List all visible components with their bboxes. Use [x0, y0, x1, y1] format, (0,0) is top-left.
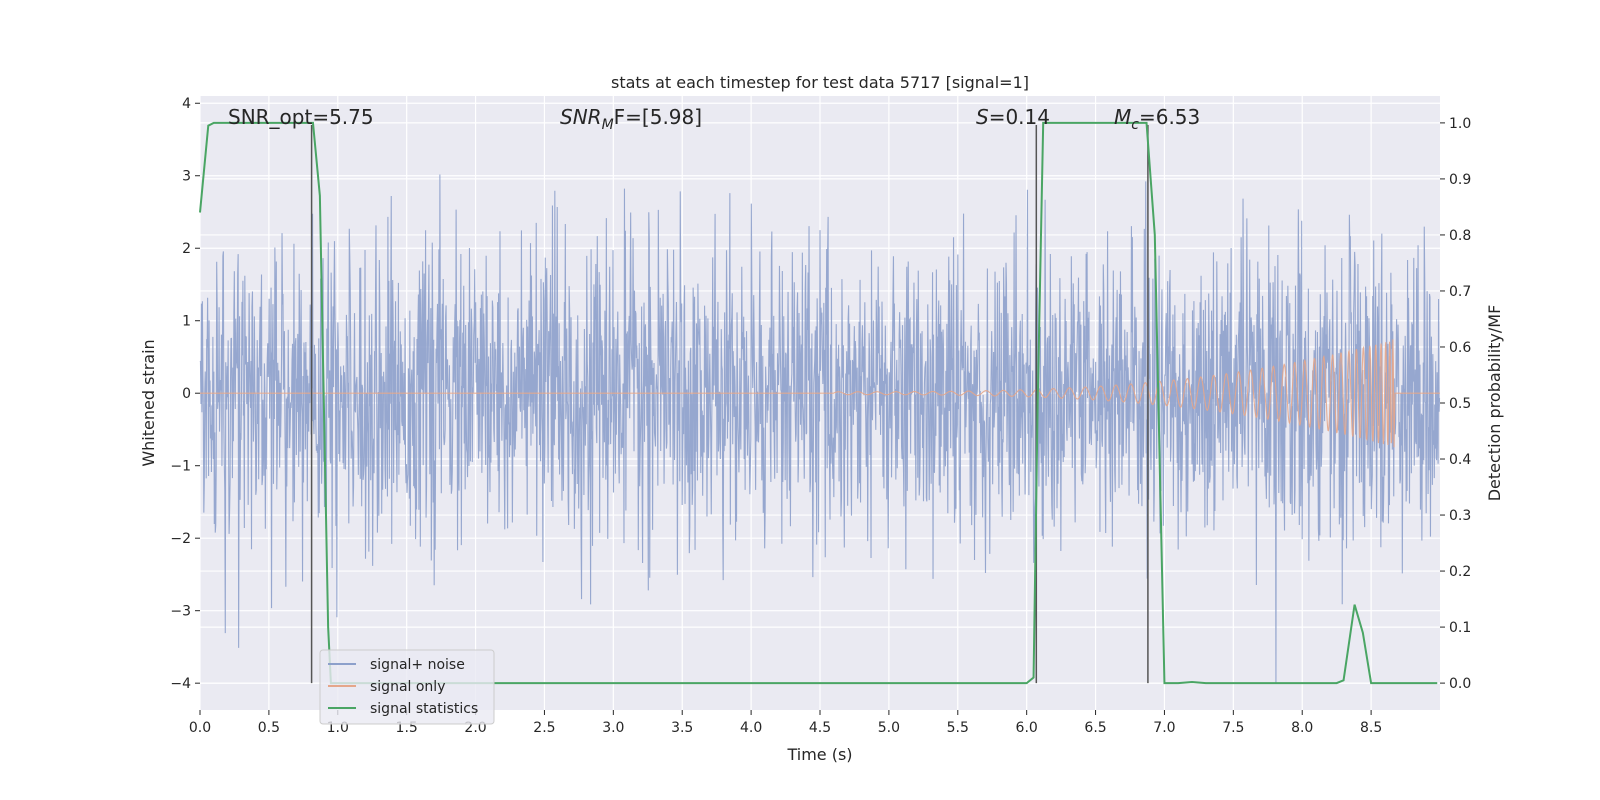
x-tick-label: 2.5 [533, 720, 555, 736]
y-tick-label: 4 [182, 96, 191, 112]
y2-tick-label: 0.5 [1449, 396, 1471, 412]
y2-tick-label: 0.2 [1449, 564, 1471, 580]
y2-tick-label: 1.0 [1449, 116, 1471, 132]
y2-axis-ticks: 1.0 0.9 0.8 0.7 0.6 0.5 0.4 0.3 0.2 0.1 0.0 [1440, 116, 1471, 692]
x-tick-label: 3.0 [602, 720, 624, 736]
y-tick-label: 3 [182, 169, 191, 185]
annotation-snr-opt: SNR_opt=5.75 [228, 105, 374, 129]
annotation-snr-mf-label: SNR [560, 105, 602, 129]
annotation-snr-mf-rest: F=[5.98] [614, 105, 702, 129]
legend-label-stats: signal statistics [370, 701, 478, 717]
annotation-mc-var: M [1114, 105, 1131, 129]
y2-tick-label: 0.4 [1449, 452, 1471, 468]
annotation-snr-mf-sub: M [602, 117, 614, 133]
y-tick-label: 0 [182, 386, 191, 402]
signal-only-series [200, 339, 1440, 448]
x-tick-label: 0.5 [258, 720, 280, 736]
signal-statistics-line [199, 121, 1438, 685]
y-tick-label: 1 [182, 314, 191, 330]
y-axis-ticks: 4 3 2 1 0 −1 −2 −3 −4 [170, 96, 200, 692]
x-tick-label: 3.5 [671, 720, 693, 736]
x-tick-label: 5.0 [878, 720, 900, 736]
x-tick-label: 8.5 [1360, 720, 1382, 736]
x-tick-label: 0.0 [189, 720, 211, 736]
y-axis-label: Whitened strain [139, 339, 158, 466]
annotation-mc-sub: c [1131, 117, 1139, 133]
y2-axis-label: Detection probability/MF [1485, 305, 1504, 502]
noise-series [199, 174, 1441, 684]
annotation-mc-rest: =6.53 [1139, 105, 1200, 129]
y-tick-label: −4 [170, 676, 191, 692]
noise-line [199, 174, 1441, 684]
signal-statistics-series [199, 121, 1438, 685]
legend: signal+ noise signal only signal statist… [319, 649, 495, 725]
legend-label-signal: signal only [370, 679, 445, 695]
y2-tick-label: 0.7 [1449, 284, 1471, 300]
x-axis-label: Time (s) [786, 745, 852, 764]
annotation-s-rest: =0.14 [989, 105, 1050, 129]
annotation-s-var: S [976, 105, 989, 129]
legend-box [319, 649, 495, 725]
y2-tick-label: 0.6 [1449, 340, 1471, 356]
y2-tick-label: 0.9 [1449, 172, 1471, 188]
annotation-snr-mf: SNRMF=[5.98] [560, 105, 702, 133]
x-tick-label: 7.0 [1153, 720, 1175, 736]
chart-title: stats at each timestep for test data 571… [611, 73, 1029, 92]
y-tick-label: 2 [182, 241, 191, 257]
y2-tick-label: 0.1 [1449, 620, 1471, 636]
y2-tick-label: 0.3 [1449, 508, 1471, 524]
y-tick-label: −2 [170, 531, 191, 547]
vertical-markers [310, 124, 1149, 684]
x-tick-label: 8.0 [1291, 720, 1313, 736]
x-axis-ticks: 0.0 0.5 1.0 1.5 2.0 2.5 3.0 3.5 4.0 4.5 5.0 5.5 6.0 6… [189, 710, 1382, 736]
signal-only-line [200, 339, 1440, 448]
y-tick-label: −1 [170, 459, 191, 475]
x-tick-label: 5.5 [947, 720, 969, 736]
x-tick-label: 7.5 [1222, 720, 1244, 736]
y2-tick-label: 0.8 [1449, 228, 1471, 244]
annotation-s: S=0.14 [976, 105, 1050, 129]
y-tick-label: −3 [170, 604, 191, 620]
x-tick-label: 6.0 [1016, 720, 1038, 736]
annotation-mc: Mc=6.53 [1114, 105, 1200, 133]
x-tick-label: 6.5 [1084, 720, 1106, 736]
x-tick-label: 4.0 [740, 720, 762, 736]
legend-label-noise: signal+ noise [370, 657, 465, 673]
y2-tick-label: 0.0 [1449, 676, 1471, 692]
x-tick-label: 4.5 [809, 720, 831, 736]
